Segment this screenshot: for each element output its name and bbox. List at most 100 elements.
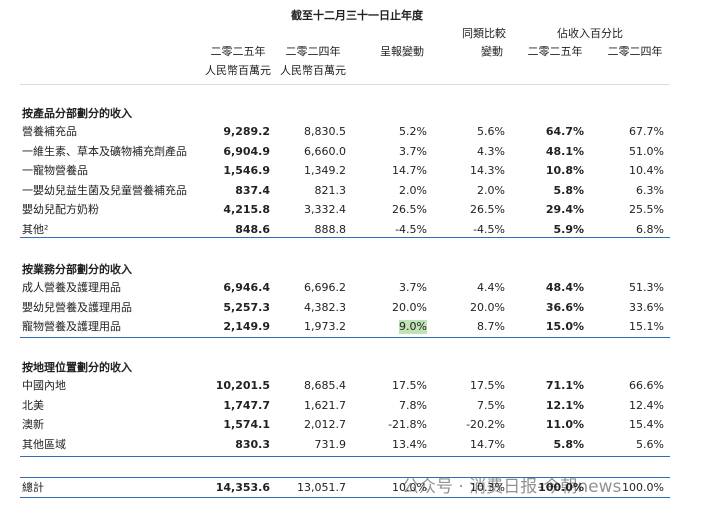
cell: -4.5% [473,223,505,236]
cell: 36.6% [545,300,584,314]
cell: 100.0% [538,481,584,494]
row-label: 一維生素、草本及礦物補充劑產品 [22,144,187,158]
cell: 12.4% [629,398,664,412]
cell: 5.9% [553,223,584,236]
row-label: 澳新 [22,418,44,432]
column-header: 二零二四年 [607,45,663,58]
cell: 66.6% [629,379,664,392]
cell: 3.7% [399,144,427,158]
cell: 25.5% [629,203,664,217]
cell: 1,747.7 [223,398,270,412]
cell: 4,382.3 [304,300,346,314]
total-rule [20,477,670,478]
cell: 6.3% [636,183,664,197]
cell: 2,149.9 [223,320,270,334]
cell: 821.3 [314,183,347,197]
cell: 67.7% [629,125,664,138]
cell: 837.4 [235,183,270,197]
group-header: 同類比較 [462,27,506,40]
cell: 14.3% [470,164,505,178]
row-label: 嬰幼兒營養及護理用品 [22,300,132,314]
cell: 13.4% [392,437,427,451]
cell: 5,257.3 [223,300,270,314]
cell: 6.8% [636,223,664,236]
section-rule [20,237,670,238]
cell: 7.5% [477,398,505,412]
cell: 2,012.7 [304,418,346,432]
cell: 20.0% [392,300,427,314]
column-header: 二零二五年 [527,45,583,58]
cell: -20.2% [466,418,505,432]
row-label: 其他區域 [22,437,66,451]
cell: 6,946.4 [223,281,270,294]
cell: 51.3% [629,281,664,294]
cell: 14.7% [470,437,505,451]
column-header: 二零二五年 [210,45,266,58]
cell: 10.4% [629,164,664,178]
row-label: 北美 [22,398,44,412]
section-title: 按業務分部劃分的收入 [22,263,132,276]
cell: 15.1% [629,320,664,334]
cell: 17.5% [392,379,427,392]
column-header: 變動 [481,45,503,58]
cell: 26.5% [470,203,505,217]
cell: 1,349.2 [304,164,346,178]
cell: 15.4% [629,418,664,432]
cell: 26.5% [392,203,427,217]
cell: 10,201.5 [215,379,270,392]
row-label: 寵物營養及護理用品 [22,320,121,334]
cell: 10.3% [470,481,505,494]
cell: 100.0% [622,481,664,494]
cell: 14.7% [392,164,427,178]
cell: 5.6% [636,437,664,451]
cell: 830.3 [235,437,270,451]
cell: 6,660.0 [304,144,346,158]
cell: 9.0% [399,320,427,335]
row-label: 一寵物營養品 [22,164,88,178]
cell: 14,353.6 [215,481,270,494]
cell: 48.4% [545,281,584,294]
cell: 1,973.2 [304,320,346,334]
cell: 5.8% [553,437,584,451]
cell: 4,215.8 [223,203,270,217]
cell: -21.8% [388,418,427,432]
unit-header: 人民幣百萬元 [205,64,271,77]
cell: 29.4% [545,203,584,217]
row-label: 嬰幼兒配方奶粉 [22,203,99,217]
cell: 2.0% [399,183,427,197]
cell: 71.1% [545,379,584,392]
cell: 33.6% [629,300,664,314]
header-rule [20,84,670,85]
section-rule [20,337,670,338]
cell: 5.8% [553,183,584,197]
cell: 15.0% [545,320,584,334]
cell: 1,574.1 [223,418,270,432]
row-label: 營養補充品 [22,125,77,138]
cell: 3,332.4 [304,203,346,217]
cell: 3.7% [399,281,427,294]
cell: 17.5% [470,379,505,392]
cell: 48.1% [545,144,584,158]
watermark: 公众号 · 消费日报-今朝news [402,477,622,497]
column-header: 二零二四年 [285,45,341,58]
row-label: 一嬰幼兒益生菌及兒童營養補充品 [22,183,187,197]
cell: 4.3% [477,144,505,158]
row-label: 中國內地 [22,379,66,392]
cell: 13,051.7 [297,481,346,494]
row-label: 其他² [22,223,49,236]
column-header: 呈報變動 [380,45,424,58]
period-header: 截至十二月三十一日止年度 [291,9,423,22]
cell: 10.8% [545,164,584,178]
row-label: 總計 [22,481,44,494]
row-label: 成人營養及護理用品 [22,281,121,294]
total-rule [20,497,670,498]
unit-header: 人民幣百萬元 [280,64,346,77]
cell: 5.2% [399,125,427,138]
cell: -4.5% [395,223,427,236]
cell: 1,621.7 [304,398,346,412]
cell: 20.0% [470,300,505,314]
section-title: 按地理位置劃分的收入 [22,361,132,374]
cell: 9,289.2 [223,125,270,138]
cell: 10.0% [392,481,427,494]
